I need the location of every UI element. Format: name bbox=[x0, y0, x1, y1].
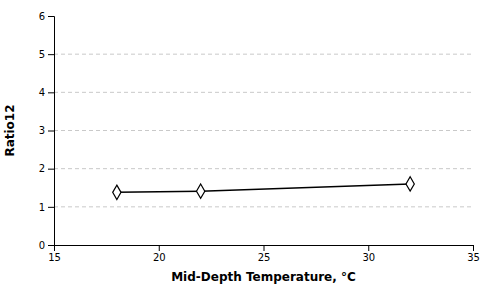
tick-mark bbox=[48, 16, 54, 17]
y-axis-title: Ratio12 bbox=[3, 104, 17, 156]
tick: 1 bbox=[39, 202, 54, 213]
grid-line bbox=[54, 206, 473, 207]
grid-line bbox=[54, 130, 473, 131]
tick: 25 bbox=[258, 245, 271, 263]
tick: 4 bbox=[39, 87, 54, 98]
line bbox=[117, 184, 410, 192]
grid-line bbox=[54, 92, 473, 93]
axis-line bbox=[48, 17, 55, 246]
y-axis: 0 1 2 3 4 5 6 bbox=[39, 11, 55, 251]
tick: 6 bbox=[39, 11, 54, 22]
grid bbox=[54, 54, 473, 207]
tick-mark bbox=[48, 92, 54, 93]
tick-label: 20 bbox=[153, 252, 166, 263]
tick-label: 2 bbox=[39, 163, 45, 174]
tick-label: 30 bbox=[362, 252, 375, 263]
tick-mark bbox=[48, 54, 54, 55]
grid-line bbox=[54, 54, 473, 55]
tick-mark bbox=[264, 245, 265, 251]
tick: 2 bbox=[39, 163, 54, 174]
point bbox=[113, 185, 121, 199]
data-layer bbox=[113, 177, 415, 200]
tick: 3 bbox=[39, 125, 54, 136]
tick-mark bbox=[159, 245, 160, 251]
grid-line bbox=[54, 168, 473, 169]
tick-mark bbox=[48, 207, 54, 208]
tick: 0 bbox=[39, 240, 54, 251]
tick-label: 6 bbox=[39, 11, 45, 22]
tick-mark bbox=[48, 245, 54, 246]
tick-label: 5 bbox=[39, 49, 45, 60]
chart-svg: 15 20 25 30 35 0 1 2 3 4 5 6 Mid-Depth Temperature, … bbox=[0, 0, 495, 291]
tick-mark bbox=[48, 169, 54, 170]
x-axis-title: Mid-Depth Temperature, °C bbox=[171, 270, 356, 284]
tick: 20 bbox=[153, 245, 166, 263]
tick-label: 25 bbox=[258, 252, 271, 263]
point bbox=[406, 177, 414, 191]
plot-area: 15 20 25 30 35 0 1 2 3 4 5 6 bbox=[39, 11, 480, 263]
tick: 15 bbox=[48, 245, 61, 263]
tick-label: 0 bbox=[39, 240, 45, 251]
tick-mark bbox=[473, 245, 474, 251]
x-axis: 15 20 25 30 35 bbox=[48, 245, 480, 263]
tick-label: 35 bbox=[467, 252, 480, 263]
chart-container: 15 20 25 30 35 0 1 2 3 4 5 6 Mid-Depth Temperature, … bbox=[0, 0, 495, 291]
tick-label: 3 bbox=[39, 125, 45, 136]
tick-label: 1 bbox=[39, 202, 45, 213]
tick: 30 bbox=[362, 245, 375, 263]
tick: 5 bbox=[39, 49, 54, 60]
tick-label: 15 bbox=[48, 252, 61, 263]
point bbox=[196, 184, 204, 198]
tick: 35 bbox=[467, 245, 480, 263]
tick-mark bbox=[368, 245, 369, 251]
tick-label: 4 bbox=[39, 87, 45, 98]
axis-line bbox=[55, 246, 474, 252]
tick-mark bbox=[48, 131, 54, 132]
